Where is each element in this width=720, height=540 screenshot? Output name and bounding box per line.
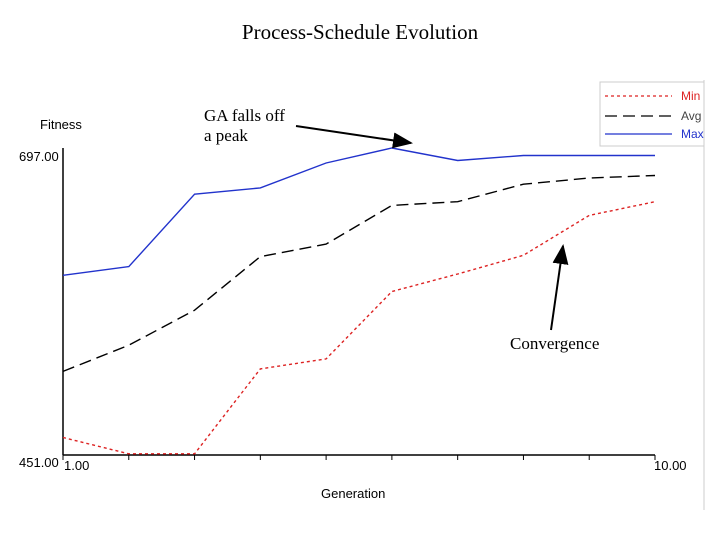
series-group	[62, 147, 656, 455]
annotation-peak: GA falls off a peak	[204, 106, 285, 146]
convergence-arrow	[550, 244, 569, 331]
x-tick-min: 1.00	[64, 458, 89, 473]
legend-label-max: Max	[681, 127, 704, 141]
x-axis-label: Generation	[321, 486, 385, 501]
annotation-peak-line2: a peak	[204, 126, 248, 145]
y-axis-label: Fitness	[40, 117, 82, 132]
chart-title: Process-Schedule Evolution	[241, 20, 479, 44]
x-axis-ticks	[62, 455, 656, 460]
series-line-avg	[62, 174, 656, 373]
series-line-max	[62, 147, 655, 276]
y-tick-max: 697.00	[19, 149, 59, 164]
peak-arrow	[295, 125, 413, 149]
legend-label-min: Min	[681, 89, 700, 103]
annotation-convergence: Convergence	[510, 334, 600, 353]
annotation-peak-line1: GA falls off	[204, 106, 285, 125]
series-line-min	[62, 201, 656, 455]
y-tick-min: 451.00	[19, 455, 59, 470]
legend: Min Avg Max	[599, 81, 705, 147]
x-tick-max: 10.00	[654, 458, 687, 473]
legend-box	[599, 81, 705, 147]
legend-label-avg: Avg	[681, 109, 701, 123]
